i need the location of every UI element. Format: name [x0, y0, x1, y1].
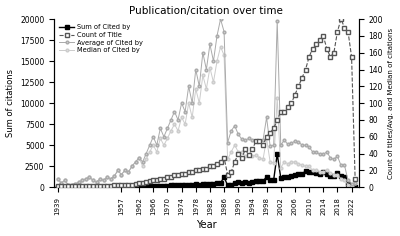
Sum of Cited by — [55, 185, 60, 188]
Legend: Sum of Cited by, Count of Title, Average of Cited by, Median of Cited by: Sum of Cited by, Count of Title, Average… — [58, 22, 145, 55]
Average of Cited by — [162, 135, 166, 138]
Sum of Cited by — [108, 185, 113, 188]
Line: Average of Cited by: Average of Cited by — [56, 18, 356, 187]
Count of Title: (2.02e+03, 200): (2.02e+03, 200) — [338, 18, 343, 21]
Sum of Cited by — [151, 185, 156, 187]
Median of Cited by — [204, 88, 209, 90]
Line: Count of Title: Count of Title — [56, 17, 357, 188]
Median of Cited by — [55, 177, 60, 180]
Median of Cited by — [147, 151, 152, 153]
Median of Cited by — [338, 177, 343, 180]
Count of Title: (1.96e+03, 6): (1.96e+03, 6) — [144, 181, 148, 184]
Average of Cited by — [218, 18, 223, 21]
Median of Cited by — [218, 45, 223, 48]
X-axis label: Year: Year — [196, 220, 217, 230]
Average of Cited by — [342, 164, 347, 167]
Average of Cited by — [108, 177, 113, 180]
Y-axis label: Sum of citations: Sum of citations — [6, 69, 14, 137]
Average of Cited by — [147, 144, 152, 147]
Sum of Cited by — [342, 175, 347, 178]
Average of Cited by — [69, 184, 74, 187]
Sum of Cited by — [353, 185, 358, 188]
Line: Sum of Cited by: Sum of Cited by — [56, 152, 357, 189]
Y-axis label: Count of titles/Avg. and Median of citations: Count of titles/Avg. and Median of citat… — [388, 28, 394, 179]
Average of Cited by — [353, 181, 358, 184]
Title: Publication/citation over time: Publication/citation over time — [130, 6, 283, 16]
Sum of Cited by — [162, 185, 166, 187]
Sum of Cited by — [275, 152, 280, 155]
Median of Cited by — [349, 185, 354, 188]
Median of Cited by — [353, 181, 358, 184]
Sum of Cited by — [147, 185, 152, 188]
Sum of Cited by — [69, 186, 74, 189]
Average of Cited by — [208, 43, 212, 46]
Count of Title: (1.96e+03, 7): (1.96e+03, 7) — [147, 180, 152, 183]
Line: Median of Cited by: Median of Cited by — [56, 46, 356, 188]
Sum of Cited by — [208, 182, 212, 185]
Count of Title: (1.95e+03, 1): (1.95e+03, 1) — [105, 185, 110, 188]
Count of Title: (1.94e+03, 1): (1.94e+03, 1) — [55, 185, 60, 188]
Median of Cited by — [105, 176, 110, 178]
Count of Title: (1.97e+03, 10): (1.97e+03, 10) — [158, 177, 163, 180]
Count of Title: (2.02e+03, 10): (2.02e+03, 10) — [353, 177, 358, 180]
Average of Cited by — [151, 135, 156, 138]
Median of Cited by — [158, 137, 163, 140]
Average of Cited by — [55, 177, 60, 180]
Count of Title: (2.02e+03, 185): (2.02e+03, 185) — [335, 30, 340, 33]
Count of Title: (1.98e+03, 22): (1.98e+03, 22) — [204, 167, 209, 170]
Median of Cited by — [144, 158, 148, 161]
